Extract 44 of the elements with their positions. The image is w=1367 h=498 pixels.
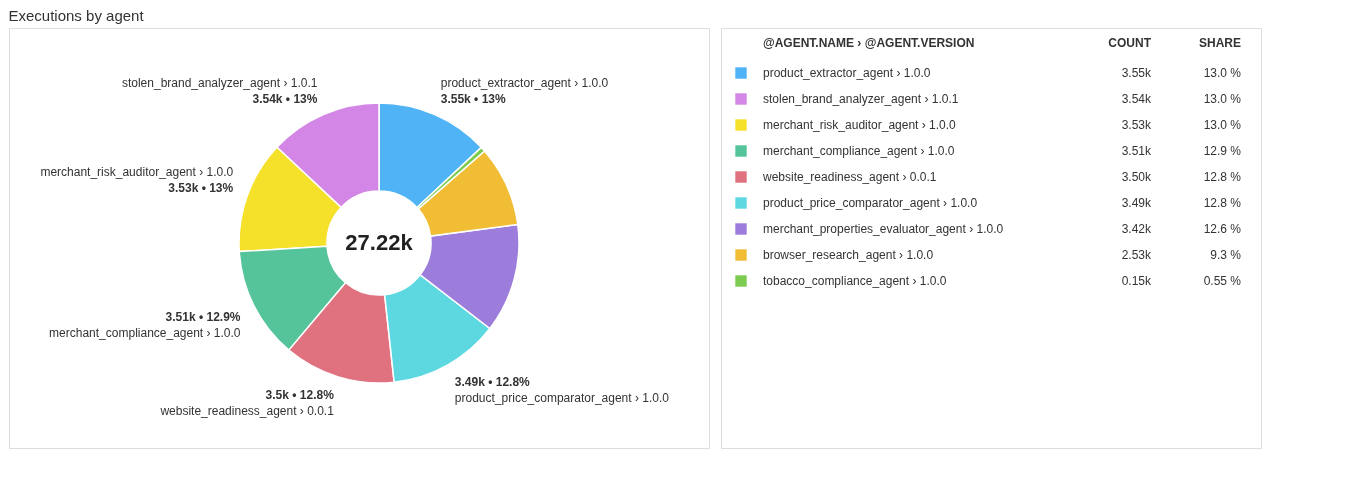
text: 12.8 % [1203,196,1242,210]
text: 3.51k [1121,144,1152,158]
slice-label: merchant_risk_auditor_agent › 1.0.0 [40,165,234,180]
text: 0.15k [1121,274,1152,288]
text: SHARE [1198,36,1241,50]
text: 3.54k [1121,92,1152,106]
legend-title: @AGENT.NAME › @AGENT.VERSION [763,36,975,50]
text: 12.9 % [1203,144,1242,158]
data-label: 3.53k • 13% [168,181,234,196]
legend-label: stolen_brand_analyzer_agent › 1.0.1 [763,92,959,106]
text: 12.6 % [1203,222,1242,236]
legend-label: website_readiness_agent › 0.0.1 [762,170,937,184]
text: 3.49k [1121,196,1152,210]
text: 12.8 % [1203,170,1242,184]
data-label: 3.51k • 12.9% [165,309,241,324]
text: 3.42k [1121,222,1152,236]
slice-label: product_extractor_agent › 1.0.0 [440,75,609,90]
legend-label: browser_research_agent › 1.0.0 [763,248,934,262]
text: 0.55 % [1203,274,1242,288]
slice-label: stolen_brand_analyzer_agent › 1.0.1 [121,75,318,90]
text: 13.0 % [1203,118,1242,132]
text: 13.0 % [1203,92,1242,106]
text: 2.53k [1121,248,1152,262]
legend-label: merchant_properties_evaluator_agent › 1.0.0 [763,222,1004,236]
slice-label: product_price_comparator_agent › 1.0.0 [454,391,670,406]
text: COUNT [1108,36,1152,50]
text: 13.0 % [1203,66,1242,80]
text: 9.3 % [1210,248,1242,262]
data-label: 3.5k • 12.8% [265,388,335,403]
legend-label: product_price_comparator_agent › 1.0.0 [763,196,978,210]
data-label: 3.54k • 13% [252,91,318,106]
text: 3.50k [1121,170,1152,184]
data-label: 3.55k • 13% [440,91,506,106]
legend-label: tobacco_compliance_agent › 1.0.0 [763,274,947,288]
legend-label: product_extractor_agent › 1.0.0 [763,66,931,80]
slice-label: website_readiness_agent › 0.0.1 [159,404,335,419]
legend-label: merchant_risk_auditor_agent › 1.0.0 [763,118,957,132]
slice-label: merchant_compliance_agent › 1.0.0 [49,325,241,340]
text: 3.53k [1121,118,1152,132]
legend-label: merchant_compliance_agent › 1.0.0 [763,144,955,158]
text: 3.55k [1121,66,1152,80]
chart-title: Executions by agent [8,6,145,24]
data-label: 3.49k • 12.8% [454,375,531,390]
text: 27.22k [345,230,414,255]
